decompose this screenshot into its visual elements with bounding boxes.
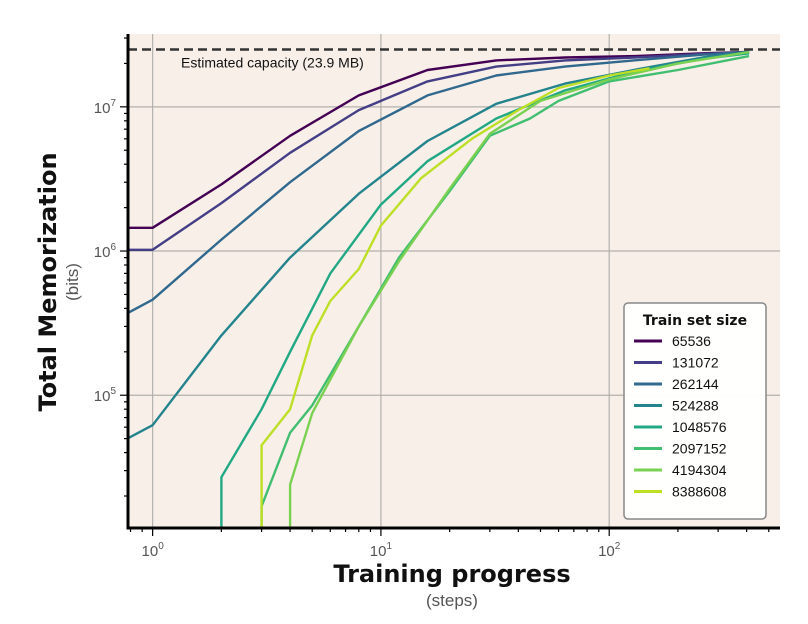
x-tick-label: 101 — [370, 541, 393, 560]
legend-label: 524288 — [672, 398, 719, 414]
y-tick-label: 105 — [94, 386, 117, 405]
y-tick-label: 106 — [94, 242, 117, 261]
series-lines — [128, 50, 750, 528]
legend-label: 262144 — [672, 376, 719, 392]
legend-item-262144: 262144 — [634, 376, 719, 392]
legend-item-131072: 131072 — [634, 355, 719, 371]
series-line-262144 — [128, 50, 750, 315]
x-tick-label: 102 — [598, 541, 621, 560]
legend-items: 65536 131072 262144 524288 1048576 2097152 419… — [634, 333, 727, 500]
legend: Train set size 65536 131072 262144 524288 10… — [623, 302, 767, 520]
series-line-2097152 — [260, 54, 750, 528]
legend-item-4194304: 4194304 — [634, 462, 727, 478]
y-tick-label: 107 — [94, 98, 117, 117]
y-axis-title: Total Memorization — [34, 152, 62, 411]
legend-label: 2097152 — [672, 441, 727, 457]
x-tick-label: 100 — [142, 541, 165, 560]
legend-label: 65536 — [672, 333, 711, 349]
grid — [128, 34, 780, 528]
legend-box — [623, 302, 767, 520]
legend-label: 4194304 — [672, 462, 727, 478]
legend-title: Train set size — [643, 313, 747, 329]
legend-label: 8388608 — [672, 484, 727, 500]
legend-label: 131072 — [672, 355, 719, 371]
tick-labels: 100 101 102 105 106 107 — [94, 98, 621, 560]
x-axis-title: Training progress — [333, 560, 570, 588]
legend-item-65536: 65536 — [634, 333, 711, 349]
series-line-131072 — [128, 50, 750, 251]
axes — [120, 34, 780, 536]
legend-item-2097152: 2097152 — [634, 441, 727, 457]
y-axis-unit: (bits) — [63, 263, 82, 301]
capacity-annotation: Estimated capacity (23.9 MB) — [181, 54, 364, 70]
series-line-8388608 — [260, 67, 650, 528]
legend-item-8388608: 8388608 — [634, 484, 727, 500]
legend-item-524288: 524288 — [634, 398, 719, 414]
series-line-524288 — [128, 50, 750, 440]
legend-label: 1048576 — [672, 419, 727, 435]
legend-item-1048576: 1048576 — [634, 419, 727, 435]
series-line-4194304 — [288, 50, 750, 528]
x-axis-unit: (steps) — [426, 591, 478, 610]
